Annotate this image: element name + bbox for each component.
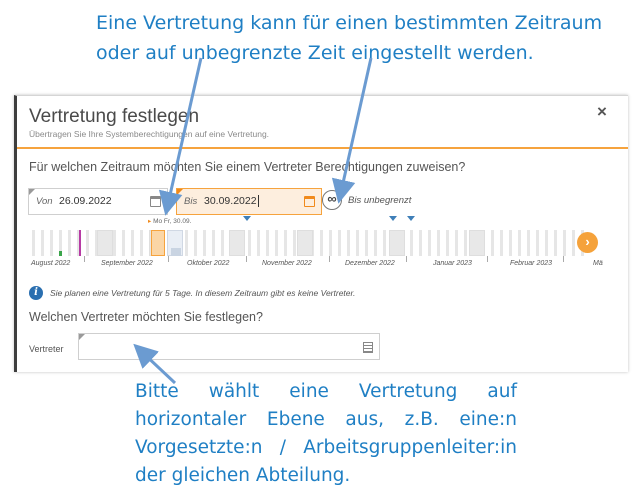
header-divider [17, 147, 628, 149]
timeline-event-marker [243, 216, 251, 221]
dialog-title: Vertretung festlegen [29, 106, 200, 127]
marker-date: Fr, 30.09. [163, 218, 192, 225]
timeline-dot [171, 248, 181, 256]
callout-top: Eine Vertretung kann für einen bestimmte… [96, 8, 636, 68]
timeline-week-block [229, 230, 245, 256]
bis-label: Bis [184, 196, 198, 207]
timeline-month-label: Januar 2023 [433, 260, 472, 267]
timeline-week-block [97, 230, 113, 256]
today-marker [79, 230, 81, 256]
marker-mo: Mo [153, 218, 163, 225]
bis-value: 30.09.2022 [204, 195, 257, 207]
calendar-icon[interactable] [304, 196, 315, 207]
list-picker-icon[interactable] [363, 342, 373, 353]
bis-date-field[interactable]: Bis 30.09.2022 [176, 188, 322, 215]
info-message: Sie planen eine Vertretung für 5 Tage. I… [50, 288, 356, 298]
timeline-month-label: September 2022 [101, 260, 153, 267]
substitute-question: Welchen Vertreter möchten Sie festlegen? [29, 310, 263, 324]
callout-top-line2: oder auf unbegrenzte Zeit eingestellt we… [96, 42, 534, 64]
timeline-month-label: Februar 2023 [510, 260, 553, 267]
callout-top-line1: Eine Vertretung kann für einen bestimmte… [96, 12, 603, 34]
timeline-tick [168, 256, 169, 262]
timeline-month-label: Oktober 2022 [187, 260, 230, 267]
callout-bottom: Bitte wählt eine Vertretung auf horizont… [135, 381, 517, 486]
field-corner-marker [79, 334, 85, 340]
arrow-to-bis-field [158, 57, 203, 216]
selected-period-block [151, 230, 165, 256]
timeline-tick [246, 256, 247, 262]
timeline-event-marker [407, 216, 415, 221]
timeline-next-button[interactable]: › [577, 232, 598, 253]
timeline-tick [84, 256, 85, 262]
vertretung-dialog: Vertretung festlegen Übertragen Sie Ihre… [14, 95, 628, 372]
timeline-dot [59, 251, 62, 256]
timeline-week-block [297, 230, 313, 256]
von-value: 26.09.2022 [59, 195, 112, 207]
timeline-month-label: Dezember 2022 [345, 260, 395, 267]
unlimited-label[interactable]: Bis unbegrenzt [348, 195, 412, 206]
timeline-tick [406, 256, 407, 262]
arrow-to-vertreter-field [133, 343, 177, 385]
timeline-tick [329, 256, 330, 262]
timeline-event-marker [389, 216, 397, 221]
von-label: Von [36, 196, 53, 207]
timeline-tick [563, 256, 564, 262]
date-timeline[interactable]: ▸ Mo Fr, 30.09. August 2022 September 20… [29, 216, 619, 271]
field-corner-marker [29, 189, 35, 195]
timeline-month-label: November 2022 [262, 260, 312, 267]
timeline-week-block [469, 230, 485, 256]
vertreter-label: Vertreter [29, 344, 64, 354]
selection-marker: ▸ Mo Fr, 30.09. [148, 217, 191, 225]
dialog-subtitle: Übertragen Sie Ihre Systemberechtigungen… [29, 129, 270, 139]
text-cursor [257, 195, 259, 208]
arrow-to-unlimited [331, 57, 373, 204]
bis-value-wrap: 30.09.2022 [204, 195, 259, 208]
timeline-month-label: August 2022 [31, 260, 71, 267]
von-date-field[interactable]: Von 26.09.2022 [28, 188, 168, 215]
timeline-tick [487, 256, 488, 262]
info-icon: i [29, 286, 43, 300]
vertreter-input[interactable] [78, 333, 380, 360]
period-question: Für welchen Zeitraum möchten Sie einem V… [29, 160, 466, 174]
timeline-week-block [389, 230, 405, 256]
marker-flag-icon: ▸ [148, 218, 152, 225]
timeline-month-label: Mä [593, 260, 603, 267]
close-icon[interactable]: × [597, 102, 607, 121]
